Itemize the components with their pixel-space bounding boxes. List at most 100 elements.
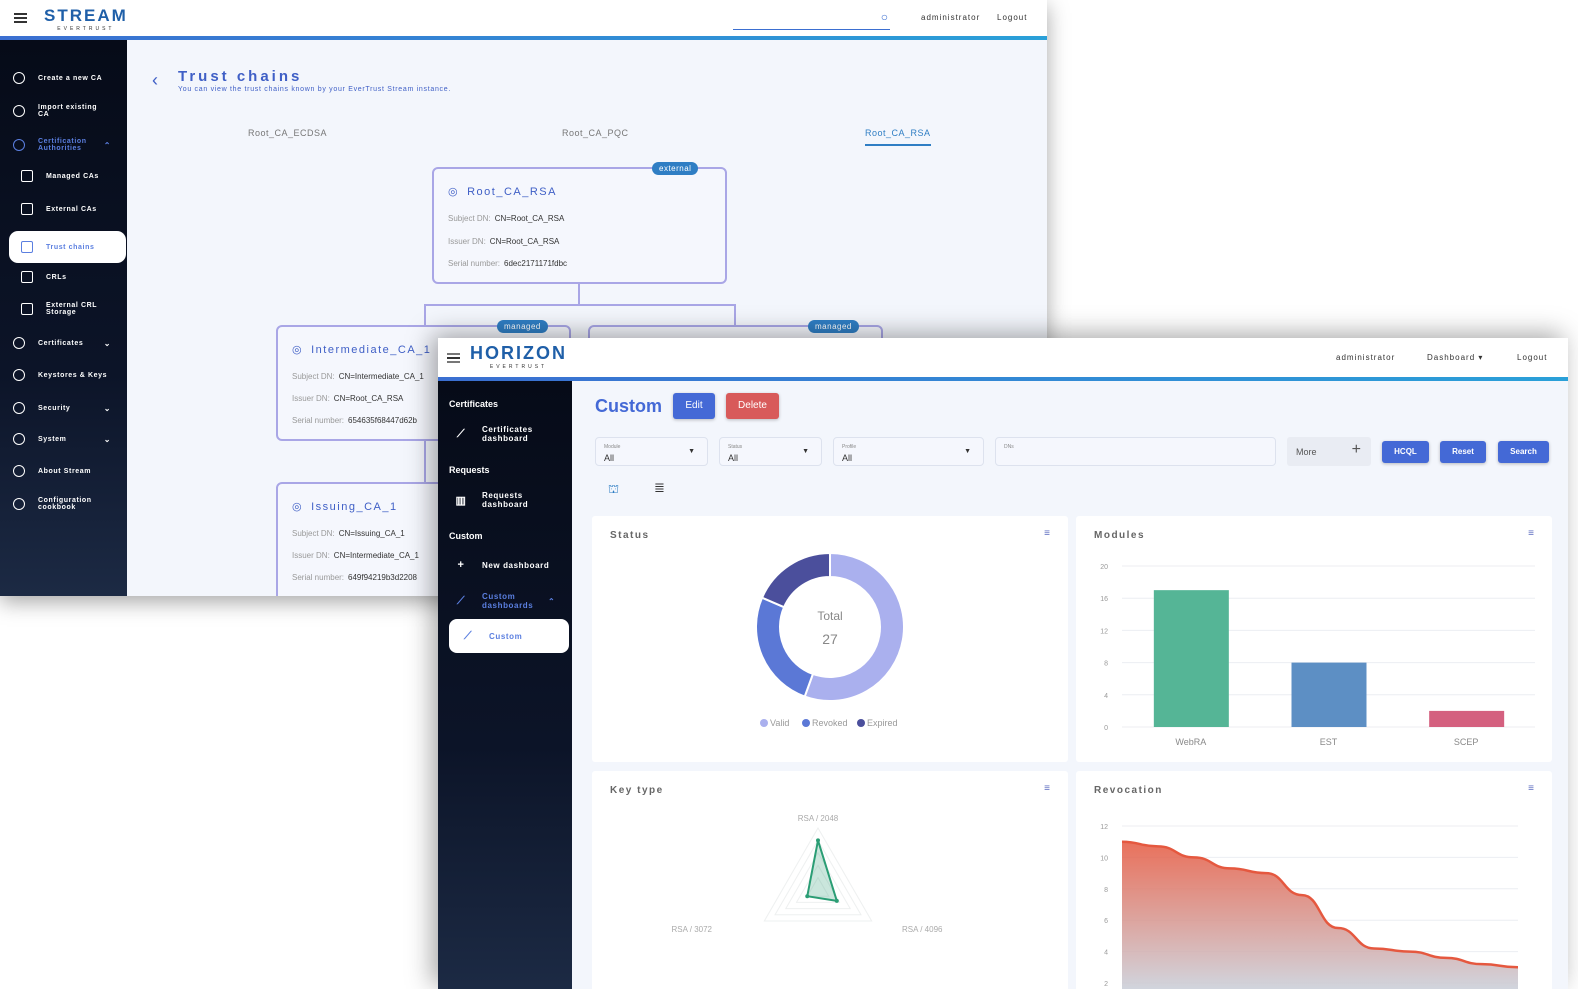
tab-root-ca-ecdsa[interactable]: Root_CA_ECDSA xyxy=(248,128,328,138)
dns-input[interactable]: DNs xyxy=(995,437,1276,466)
ca-node-root[interactable]: Root_CA_RSA Subject DN:CN=Root_CA_RSA Is… xyxy=(432,167,727,284)
card-menu-icon[interactable]: ≡ xyxy=(1044,783,1050,794)
legend-label[interactable]: Revoked xyxy=(812,718,848,728)
back-icon[interactable]: ‹ xyxy=(152,70,158,90)
card-title: Key type xyxy=(610,785,664,796)
bar-scep[interactable] xyxy=(1429,710,1505,727)
card-menu-icon[interactable]: ≡ xyxy=(1044,528,1050,539)
search-button[interactable]: Search xyxy=(1498,441,1549,463)
legend-label[interactable]: Valid xyxy=(770,718,789,728)
sidebar-item-certificates[interactable]: Certificates ⌄ xyxy=(0,333,127,353)
donut-slice-expired[interactable] xyxy=(760,551,831,609)
radar-point[interactable] xyxy=(834,898,839,903)
horizon-sidebar: Certificates ⟋ Certificates dashboard Req… xyxy=(438,381,572,989)
dashboard-menu[interactable]: Dashboard ▾ xyxy=(1427,353,1483,362)
sidebar-item-about-stream[interactable]: About Stream xyxy=(0,461,127,481)
crl-icon xyxy=(21,271,33,283)
section-requests: Requests xyxy=(449,465,490,475)
logout-link[interactable]: Logout xyxy=(1517,353,1548,362)
gear-icon xyxy=(13,433,25,445)
card-menu-icon[interactable]: ≡ xyxy=(1528,783,1534,794)
radar-grid xyxy=(784,851,852,910)
sidebar-item-configuration-cookbook[interactable]: Configuration cookbook xyxy=(0,494,127,514)
y-tick-label: 12 xyxy=(1100,824,1108,831)
y-tick-label: 0 xyxy=(1104,725,1108,732)
radar-series xyxy=(806,840,839,903)
serial-number: 649f94219b3d2208 xyxy=(348,573,417,582)
select-label: Profile xyxy=(842,444,857,450)
profile-select[interactable]: Profile All ▼ xyxy=(833,437,984,466)
item-label: CRLs xyxy=(46,273,67,281)
hcql-button[interactable]: HCQL xyxy=(1382,441,1429,463)
sidebar-item-external-cas[interactable]: External CAs xyxy=(0,199,127,219)
list-view-icon[interactable]: ≣ xyxy=(654,480,665,495)
menu-icon[interactable] xyxy=(14,13,27,23)
logo-subtext: EVERTRUST xyxy=(489,364,548,370)
more-filters-button[interactable]: More + xyxy=(1287,437,1371,466)
logo-text: HORIZON xyxy=(470,343,567,363)
sidebar-item-custom[interactable]: ⟋ Custom xyxy=(449,619,569,653)
tab-root-ca-pqc[interactable]: Root_CA_PQC xyxy=(562,128,629,138)
sidebar-item-crls[interactable]: CRLs xyxy=(0,267,127,287)
y-tick-label: 20 xyxy=(1100,564,1108,571)
sidebar-item-create-a-new-ca[interactable]: Create a new CA xyxy=(0,68,127,88)
sidebar-item-custom-dashboards[interactable]: ⟋ Custom dashboards ⌃ xyxy=(438,592,572,610)
status-card: Status ≡ Total 27 Valid Revoked Expired xyxy=(592,516,1068,762)
user-name[interactable]: administrator xyxy=(921,13,981,22)
type-badge: managed xyxy=(497,320,548,333)
radar-point[interactable] xyxy=(805,894,810,899)
select-value: All xyxy=(842,453,853,463)
more-label: More xyxy=(1296,447,1317,457)
chart-view-icon[interactable]: ⛫ xyxy=(608,482,620,496)
menu-icon[interactable] xyxy=(447,353,460,363)
edit-button[interactable]: Edit xyxy=(673,393,715,419)
logout-link[interactable]: Logout xyxy=(997,13,1028,22)
select-label: Status xyxy=(728,444,743,450)
bar-est[interactable] xyxy=(1291,662,1367,727)
sidebar-item-external-crl-storage[interactable]: External CRL Storage xyxy=(0,299,127,319)
search-icon[interactable]: ○ xyxy=(880,10,888,24)
line-chart-icon: ⟋ xyxy=(463,629,473,642)
item-label: Certificates dashboard xyxy=(482,425,533,443)
select-value: All xyxy=(728,453,739,463)
search-input[interactable]: ○ xyxy=(733,10,890,30)
reset-button[interactable]: Reset xyxy=(1440,441,1486,463)
input-label: DNs xyxy=(1004,444,1014,450)
storage-icon xyxy=(21,303,33,315)
sidebar-item-keystores-keys[interactable]: Keystores & Keys xyxy=(0,365,127,385)
chevron-down-icon: ⌄ xyxy=(103,338,111,348)
sidebar-item-certificates-dashboard[interactable]: ⟋ Certificates dashboard xyxy=(438,425,572,443)
item-label: Requests dashboard xyxy=(482,491,529,509)
tab-root-ca-rsa[interactable]: Root_CA_RSA xyxy=(865,128,931,146)
horizon-logo[interactable]: HORIZON EVERTRUST xyxy=(470,343,567,370)
stream-logo[interactable]: STREAM EVERTRUST xyxy=(44,6,128,32)
field-label: Issuer DN: xyxy=(292,551,330,560)
sidebar-item-security[interactable]: Security ⌄ xyxy=(0,398,127,418)
item-label: Trust chains xyxy=(46,243,95,251)
sidebar-item-certification-authorities[interactable]: Certification Authorities ⌃ xyxy=(0,135,127,155)
x-tick-label: WebRA xyxy=(1175,737,1206,747)
subject-dn: CN=Root_CA_RSA xyxy=(494,214,565,223)
donut-slice-revoked[interactable] xyxy=(755,596,815,698)
radar-point[interactable] xyxy=(816,838,820,843)
sidebar-item-managed-cas[interactable]: Managed CAs xyxy=(0,166,127,186)
sidebar-item-new-dashboard[interactable]: + New dashboard xyxy=(438,559,572,571)
sidebar-item-import-existing-ca[interactable]: Import existing CA xyxy=(0,101,127,121)
card-menu-icon[interactable]: ≡ xyxy=(1528,528,1534,539)
sidebar-item-trust-chains[interactable]: Trust chains xyxy=(9,231,126,263)
donut-slice-valid[interactable] xyxy=(803,551,905,702)
user-name[interactable]: administrator xyxy=(1336,353,1396,362)
item-label: Configuration cookbook xyxy=(38,497,92,511)
legend-label[interactable]: Expired xyxy=(867,718,898,728)
line-chart-icon: ⟋ xyxy=(456,594,466,607)
bar-webra[interactable] xyxy=(1153,590,1229,727)
legend-marker xyxy=(857,719,865,727)
module-select[interactable]: Module All ▼ xyxy=(595,437,708,466)
plus-icon: + xyxy=(1351,441,1361,458)
horizon-window: HORIZON EVERTRUST administrator Dashboard… xyxy=(438,338,1568,989)
delete-button[interactable]: Delete xyxy=(726,393,779,419)
item-label: System xyxy=(38,435,67,443)
status-select[interactable]: Status All ▼ xyxy=(719,437,822,466)
sidebar-item-system[interactable]: System ⌄ xyxy=(0,429,127,449)
sidebar-item-requests-dashboard[interactable]: ▥ Requests dashboard xyxy=(438,491,572,509)
